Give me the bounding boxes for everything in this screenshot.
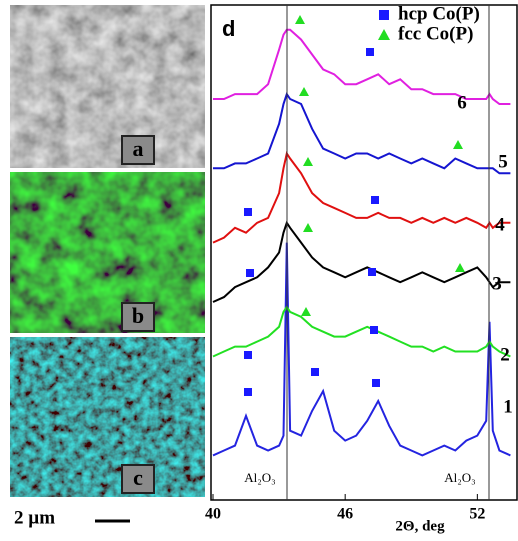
x-axis-label: 2Θ, deg	[395, 518, 445, 534]
curve	[213, 223, 510, 302]
curve	[213, 243, 510, 456]
curve-label: 2	[500, 344, 510, 365]
panel-label: b	[132, 303, 144, 328]
micrograph-a	[10, 5, 205, 168]
x-tick-label: 46	[337, 506, 353, 523]
legend-label: hcp Co(P)	[398, 3, 480, 24]
curve-label: 6	[457, 92, 467, 113]
panel-label: c	[133, 465, 143, 490]
micrograph-c	[10, 337, 205, 497]
legend-marker	[379, 10, 389, 20]
hcp-markers	[244, 48, 380, 396]
scale-bar-label: 2 µm	[14, 507, 55, 528]
annotation: Al₂O₃	[244, 470, 275, 485]
annotation: Al₂O₃	[444, 470, 475, 485]
figure: a b c 2 µm d Al₂O₃ Al₂O₃ 2Θ, deg 4046521…	[0, 0, 518, 536]
page: {"panels": [{"label": "a"}, {"label": "b…	[0, 0, 518, 536]
micrograph-b	[10, 172, 205, 333]
curve-label: 5	[498, 151, 508, 172]
curve	[213, 307, 510, 357]
panel-label: a	[133, 136, 144, 161]
curve	[213, 154, 510, 243]
panel-label: d	[222, 16, 235, 41]
x-tick-label: 52	[469, 506, 485, 523]
legend-marker	[378, 29, 390, 40]
curve-label: 4	[495, 214, 505, 235]
curve-label: 1	[503, 396, 513, 417]
legend-label: fcc Co(P)	[398, 23, 473, 44]
x-tick-label: 40	[205, 506, 221, 523]
curve-label: 3	[492, 273, 502, 294]
